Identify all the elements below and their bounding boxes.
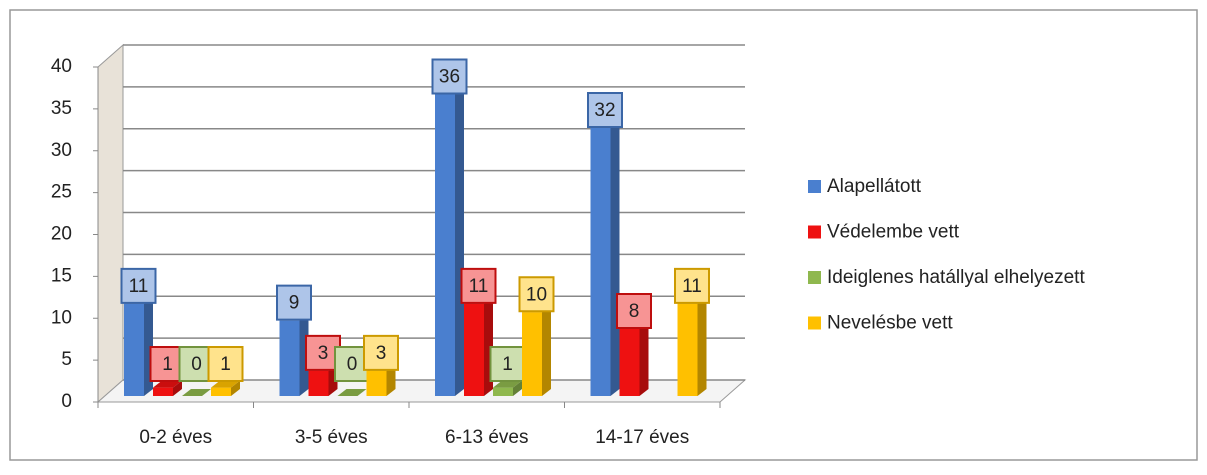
- y-tick-label: 40: [51, 56, 72, 77]
- bar: [619, 329, 640, 396]
- y-tick-label: 15: [51, 265, 72, 286]
- data-label-box: [276, 284, 312, 321]
- x-tick-label: 3-5 éves: [295, 427, 368, 448]
- y-tick-label: 0: [61, 391, 72, 412]
- data-label: 11: [682, 276, 702, 297]
- bar-side: [386, 363, 396, 396]
- data-label: 3: [376, 343, 387, 364]
- bar: [493, 387, 513, 396]
- bar-side: [513, 380, 522, 396]
- legend-label: Nevelésbe vett: [827, 313, 953, 334]
- legend-label: Védelembe vett: [827, 222, 960, 243]
- data-label: 8: [629, 301, 640, 322]
- x-tick-label: 6-13 éves: [445, 427, 528, 448]
- bar: [366, 370, 387, 396]
- y-tick-label: 10: [51, 307, 72, 328]
- y-tick-label: 30: [51, 140, 72, 161]
- bar: [590, 128, 611, 396]
- legend-swatch: [808, 316, 821, 330]
- data-label: 9: [289, 293, 300, 314]
- bar-top: [211, 380, 240, 388]
- data-label: 36: [439, 67, 460, 88]
- x-tick-label: 0-2 éves: [139, 427, 212, 448]
- bar: [677, 303, 698, 396]
- data-label-box: [120, 267, 157, 304]
- bar-top: [337, 389, 367, 396]
- legend-label: Ideiglenes hatállyal elhelyezett: [827, 267, 1085, 288]
- bar-top: [493, 380, 522, 388]
- bar: [308, 370, 329, 396]
- bar-side: [610, 121, 620, 396]
- bar: [211, 387, 231, 396]
- side-wall: [97, 43, 124, 404]
- data-label: 32: [594, 100, 615, 121]
- bar: [153, 387, 173, 396]
- bar-side: [231, 380, 240, 396]
- legend-swatch: [808, 180, 821, 193]
- data-label-box: [616, 293, 652, 329]
- data-label: 0: [191, 354, 202, 375]
- data-label-box: [518, 276, 555, 313]
- legend-label: Alapellátott: [827, 176, 922, 197]
- data-label-box: [587, 92, 623, 128]
- legend-swatch: [808, 271, 821, 284]
- bar: [279, 320, 300, 396]
- bar: [522, 312, 542, 396]
- bar-side: [299, 313, 309, 396]
- data-label: 0: [347, 354, 358, 375]
- bar-side: [639, 322, 649, 396]
- bar-side: [697, 296, 707, 396]
- data-label: 1: [502, 354, 513, 375]
- bar: [464, 303, 484, 396]
- bar-side: [542, 305, 551, 396]
- bar: [435, 94, 455, 396]
- legend-swatch: [808, 225, 821, 239]
- data-label-box: [431, 58, 468, 95]
- y-tick-label: 5: [61, 349, 72, 370]
- data-label-box: [207, 346, 244, 382]
- y-tick-label: 35: [51, 98, 72, 119]
- bar-side: [455, 87, 464, 396]
- bar-top: [182, 389, 211, 396]
- data-label: 1: [162, 354, 173, 375]
- data-label-box: [674, 267, 710, 304]
- x-tick-label: 14-17 éves: [595, 427, 689, 448]
- data-label: 3: [318, 343, 329, 364]
- y-tick-label: 20: [51, 224, 72, 245]
- data-label-box: [363, 334, 399, 371]
- data-label-box: [460, 267, 497, 304]
- y-tick-label: 25: [51, 182, 72, 203]
- bar: [124, 303, 144, 396]
- bar-side: [173, 380, 182, 396]
- data-label: 11: [469, 276, 489, 297]
- data-label-box: [489, 346, 526, 382]
- data-label: 1: [220, 354, 231, 375]
- data-label: 11: [129, 276, 149, 297]
- data-label: 10: [526, 284, 547, 305]
- bar-top: [153, 380, 182, 388]
